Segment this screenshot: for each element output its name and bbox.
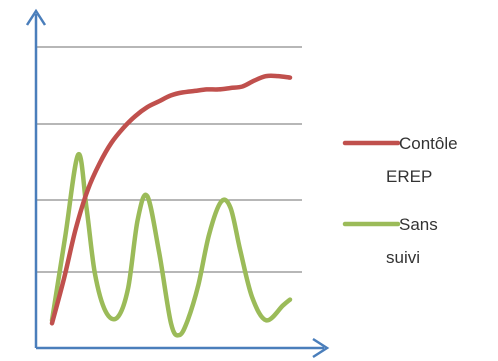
legend-label-series-1-line-1: Contôle — [399, 134, 458, 153]
axes — [25, 8, 330, 359]
y-axis-arrowhead — [25, 8, 47, 26]
legend-label-series-1-line-2: EREP — [386, 167, 432, 186]
legend: Contôle EREP Sans suivi — [342, 134, 458, 267]
legend-label-series-2-line-2: suivi — [386, 248, 420, 267]
series-line-1 — [49, 73, 293, 326]
gridlines — [36, 46, 302, 273]
series-lines — [49, 73, 293, 338]
legend-item-series-1: Contôle EREP — [342, 134, 458, 186]
legend-label-series-2-line-1: Sans — [399, 215, 438, 234]
legend-item-series-2: Sans suivi — [342, 215, 438, 267]
series-line-2 — [49, 152, 293, 338]
x-axis-arrowhead — [312, 337, 330, 359]
